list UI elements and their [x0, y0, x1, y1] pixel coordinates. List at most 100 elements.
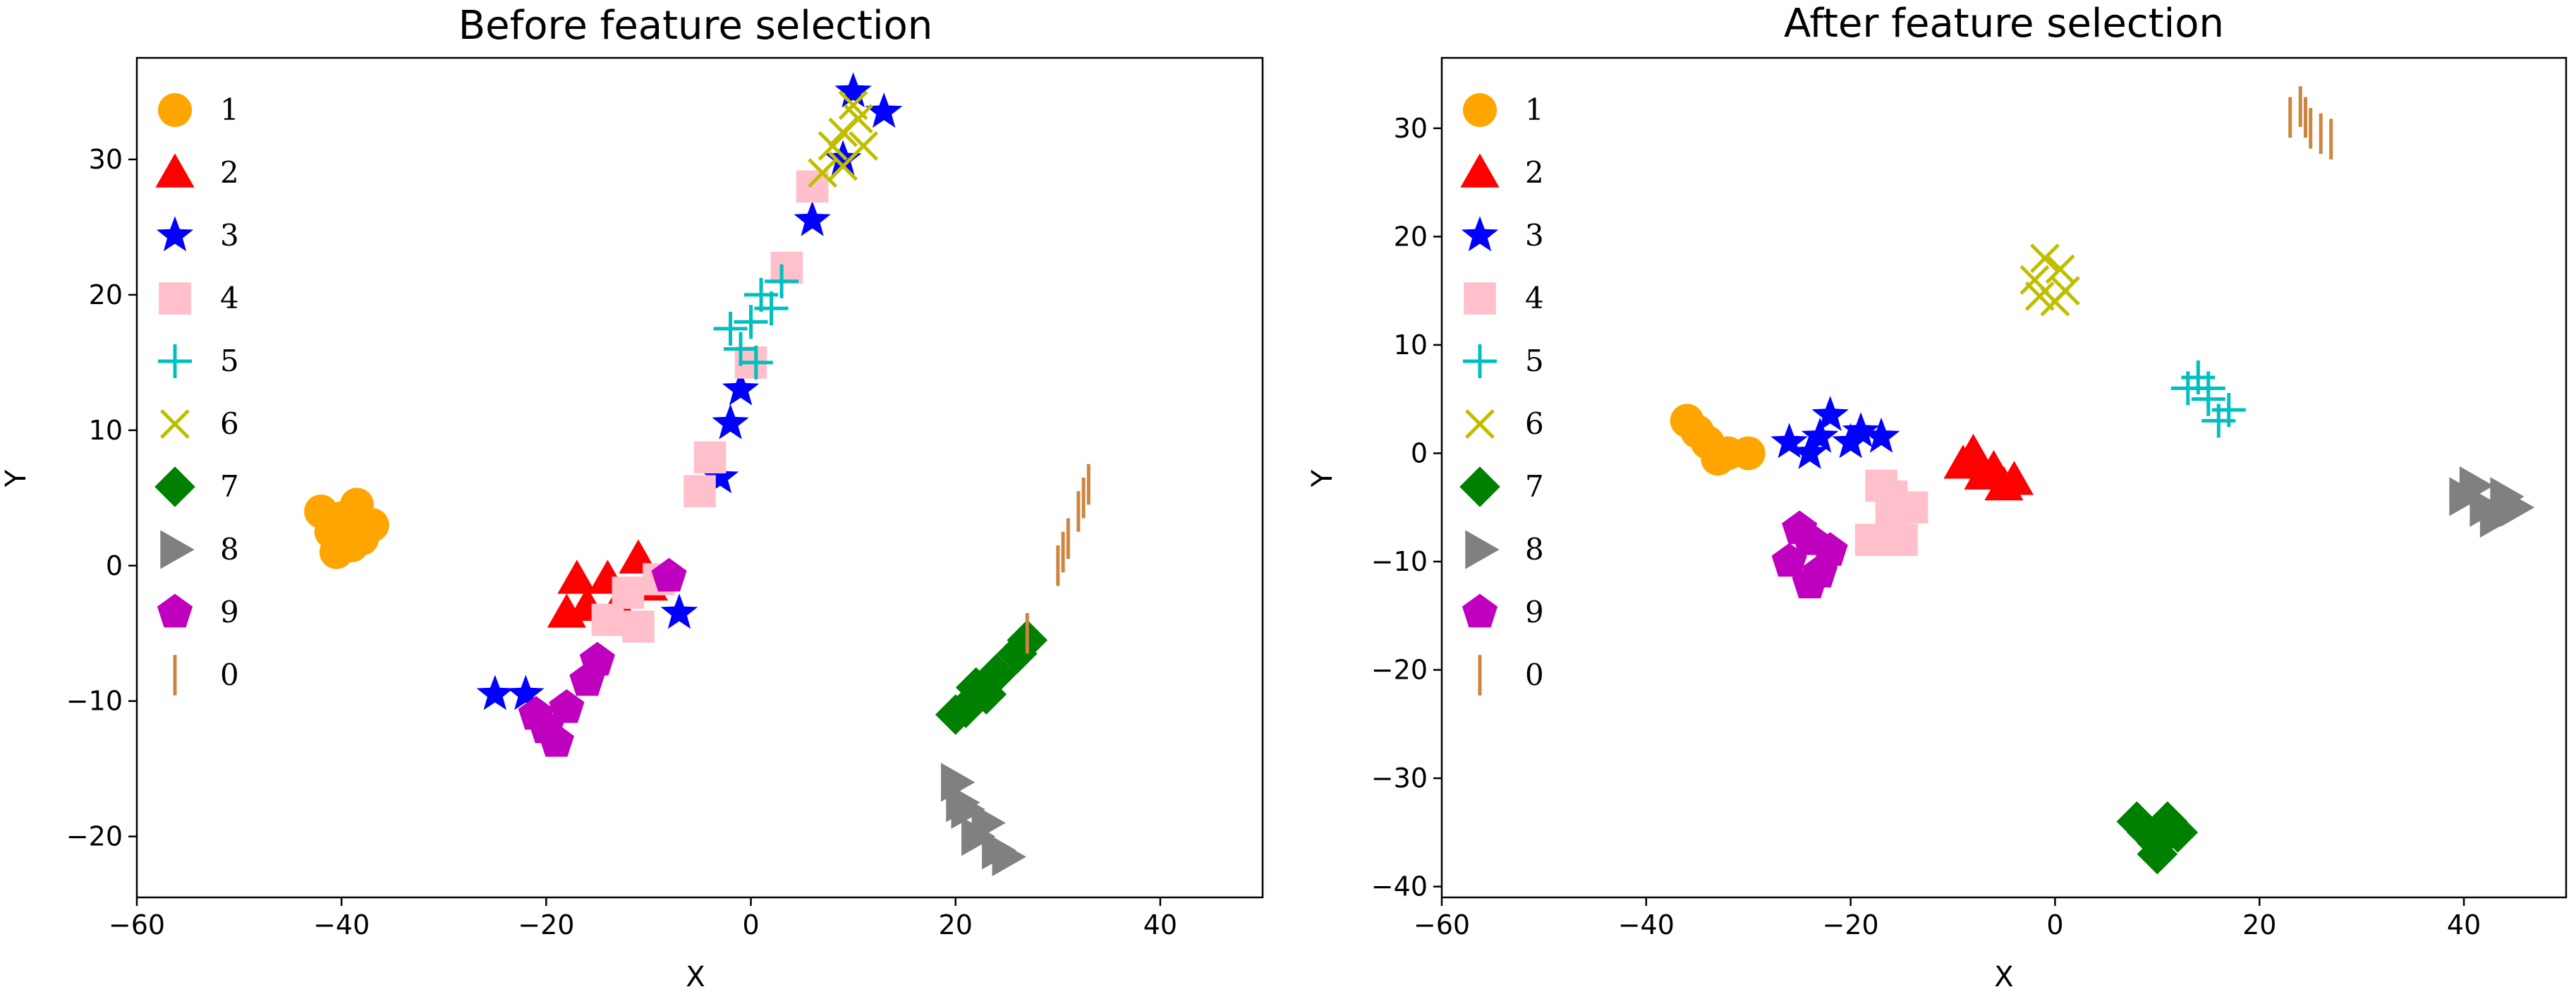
x-tick-label: 0 — [2046, 909, 2063, 940]
legend-marker-2 — [155, 153, 195, 188]
legend-marker-7 — [154, 466, 195, 507]
y-tick-label: 10 — [89, 415, 123, 446]
plot-after: After feature selection X Y −60 −40 −20 0 20… — [1306, 1, 2568, 993]
point-series-4 — [693, 441, 727, 474]
point-series-3 — [794, 200, 831, 236]
legend-label-4: 4 — [220, 281, 239, 315]
point-series-9 — [651, 557, 687, 592]
y-tick-label: −20 — [1371, 655, 1428, 686]
point-series-3 — [834, 72, 872, 108]
point-series-5 — [754, 291, 789, 326]
point-series-5 — [734, 305, 768, 339]
point-series-6 — [2029, 243, 2060, 274]
legend-label-5: 5 — [1525, 344, 1544, 378]
point-series-6 — [2045, 254, 2075, 284]
point-series-6 — [2024, 281, 2055, 311]
point-series-5 — [739, 345, 773, 380]
point-series-5 — [713, 311, 748, 346]
point-series-4 — [1875, 480, 1908, 513]
point-series-5 — [724, 332, 758, 366]
legend: 1 2 3 4 5 6 7 8 9 0 — [154, 92, 239, 696]
axes-frame — [1440, 56, 2568, 899]
x-tick-label: −60 — [109, 909, 165, 940]
chart-title: Before feature selection — [458, 3, 933, 49]
point-series-2 — [557, 559, 597, 594]
point-series-6 — [843, 104, 873, 134]
y-tick-label: 0 — [1411, 437, 1428, 468]
legend-marker-1 — [1463, 93, 1497, 127]
y-tick-label: 0 — [106, 550, 123, 581]
legend-label-2: 2 — [1525, 155, 1544, 190]
point-series-5 — [2201, 404, 2236, 438]
point-series-4 — [622, 610, 655, 643]
legend-marker-2 — [1460, 153, 1500, 188]
legend-marker-5 — [158, 344, 192, 378]
point-series-3 — [1811, 396, 1849, 431]
x-axis-label: X — [686, 961, 705, 993]
legend-marker-4 — [159, 282, 191, 315]
point-series-5 — [2191, 371, 2225, 406]
axes-frame — [135, 56, 1264, 899]
point-series-3 — [1801, 417, 1839, 453]
point-series-3 — [1862, 417, 1900, 453]
legend-label-9: 9 — [1525, 595, 1544, 629]
point-series-8 — [2500, 488, 2535, 527]
point-series-9 — [538, 722, 574, 757]
legend-label-7: 7 — [220, 469, 239, 504]
point-series-1 — [1680, 414, 1715, 449]
legend-marker-5 — [1463, 344, 1497, 378]
legend-marker-3 — [1461, 216, 1499, 252]
legend: 1 2 3 4 5 6 7 8 9 0 — [1459, 92, 1544, 696]
legend-marker-6 — [1465, 409, 1495, 439]
point-series-2 — [1953, 433, 1993, 468]
point-series-6 — [818, 131, 848, 161]
point-series-6 — [828, 151, 858, 181]
legend-label-0: 0 — [1525, 658, 1544, 692]
point-series-9 — [579, 641, 615, 676]
point-series-3 — [660, 593, 698, 629]
legend-marker-9 — [1462, 593, 1498, 628]
y-tick-label: 20 — [89, 279, 123, 310]
point-series-2 — [1994, 461, 2034, 495]
point-series-3 — [722, 370, 760, 406]
point-series-3 — [507, 674, 545, 710]
point-series-8 — [992, 837, 1026, 877]
point-series-2 — [1974, 449, 2014, 485]
legend-marker-1 — [158, 93, 192, 127]
legend-marker-8 — [1465, 530, 1500, 569]
legend-marker-3 — [156, 216, 194, 252]
point-series-4 — [684, 475, 716, 507]
legend-marker-6 — [160, 409, 190, 439]
point-series-8 — [946, 783, 980, 823]
point-series-7 — [2137, 833, 2178, 875]
y-tick-label: −20 — [66, 821, 123, 852]
legend-label-4: 4 — [1525, 281, 1544, 315]
point-series-3 — [1842, 412, 1880, 448]
point-series-8 — [2459, 466, 2494, 506]
data-points — [304, 72, 1090, 877]
point-series-3 — [476, 674, 514, 710]
point-series-4 — [770, 251, 803, 284]
point-series-2 — [547, 593, 586, 628]
y-tick-label: 30 — [1394, 113, 1428, 144]
y-tick-label: −10 — [1371, 546, 1428, 577]
point-series-9 — [1792, 564, 1828, 599]
data-points — [1670, 86, 2535, 875]
point-series-7 — [966, 674, 1007, 715]
x-tick-label: 0 — [742, 909, 759, 940]
point-series-3 — [712, 404, 749, 440]
plot-before: Before feature selection X Y −60 −40 −20 0 2… — [0, 3, 1264, 993]
x-tick-label: 40 — [1143, 909, 1177, 940]
legend-label-5: 5 — [220, 344, 239, 378]
x-tick-label: −20 — [1823, 909, 1879, 940]
point-series-3 — [1791, 433, 1828, 469]
point-series-4 — [1885, 523, 1918, 557]
x-tick-label: −40 — [313, 909, 370, 940]
legend-label-9: 9 — [220, 595, 239, 629]
x-tick-label: 20 — [2242, 909, 2276, 940]
point-series-8 — [2479, 498, 2515, 538]
point-series-1 — [1701, 442, 1735, 476]
point-series-1 — [319, 535, 353, 569]
y-tick-label: 20 — [1394, 221, 1428, 252]
legend-label-1: 1 — [1525, 92, 1544, 127]
